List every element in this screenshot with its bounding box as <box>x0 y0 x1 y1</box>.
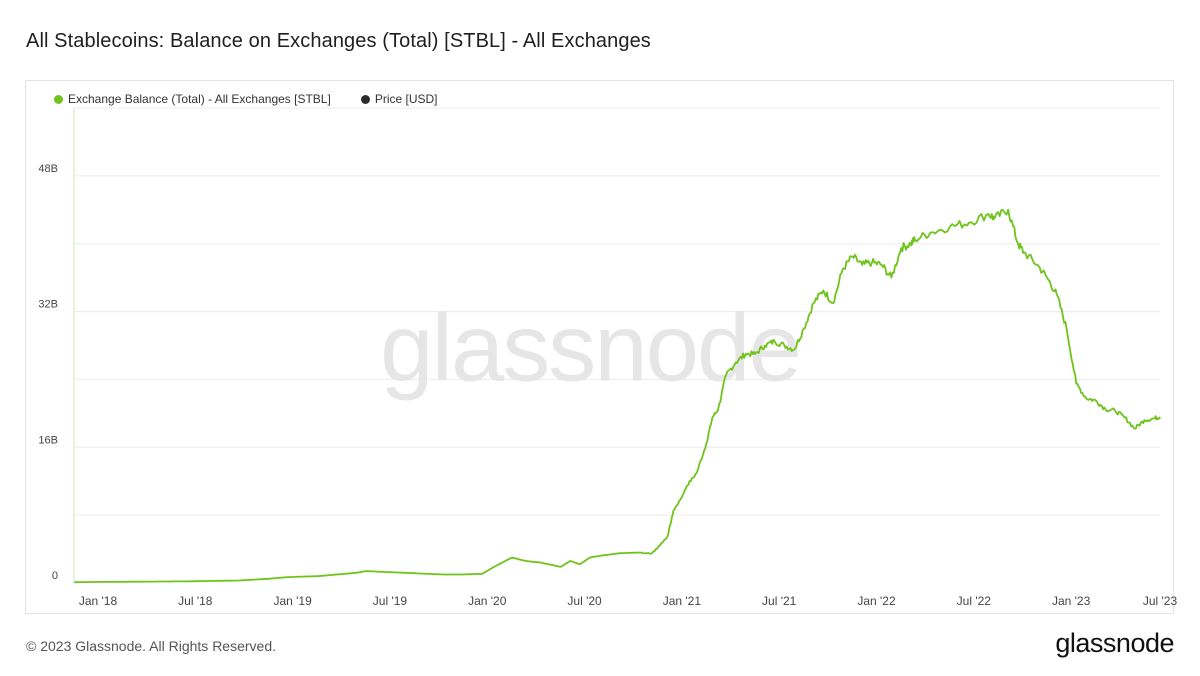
chart-frame <box>25 80 1174 614</box>
watermark: glassnode <box>380 294 800 401</box>
x-tick-label: Jul '18 <box>178 594 213 608</box>
legend-item-exchange-balance[interactable]: Exchange Balance (Total) - All Exchanges… <box>54 92 331 106</box>
legend-dot-icon <box>360 94 370 104</box>
legend-item-price[interactable]: Price [USD] <box>360 92 438 106</box>
x-tick-label: Jul '21 <box>762 594 797 608</box>
legend-dot-icon <box>54 94 63 104</box>
x-tick-label: Jan '21 <box>663 594 702 608</box>
y-axis: 0 16B 32B 48B <box>38 163 58 582</box>
x-tick-label: Jan '23 <box>1052 594 1091 608</box>
series-line-exchange-balance[interactable] <box>73 208 1161 584</box>
y-tick-label: 16B <box>38 434 58 446</box>
grid-lines <box>74 107 1160 516</box>
copyright-text: © 2023 Glassnode. All Rights Reserved. <box>26 638 277 654</box>
y-tick-label: 0 <box>52 570 58 582</box>
x-axis: Jan '18 Jul '18 Jan '19 Jul '19 Jan '20 Jul '… <box>79 594 1178 608</box>
x-tick-label: Jul '20 <box>567 594 602 608</box>
x-tick-label: Jul '19 <box>373 594 408 608</box>
x-tick-label: Jan '19 <box>273 594 312 608</box>
legend-label: Price [USD] <box>374 92 438 106</box>
x-tick-label: Jan '20 <box>468 594 507 608</box>
y-tick-label: 32B <box>38 299 58 311</box>
y-tick-label: 48B <box>38 163 58 175</box>
legend: Exchange Balance (Total) - All Exchanges… <box>54 92 438 106</box>
glassnode-logo[interactable]: glassnode <box>1055 628 1174 658</box>
x-tick-label: Jan '22 <box>857 594 896 608</box>
x-tick-label: Jul '23 <box>1143 594 1178 608</box>
x-tick-label: Jul '22 <box>957 594 992 608</box>
chart-title: All Stablecoins: Balance on Exchanges (T… <box>26 30 651 52</box>
legend-label: Exchange Balance (Total) - All Exchanges… <box>68 92 331 106</box>
x-tick-label: Jan '18 <box>79 594 118 608</box>
